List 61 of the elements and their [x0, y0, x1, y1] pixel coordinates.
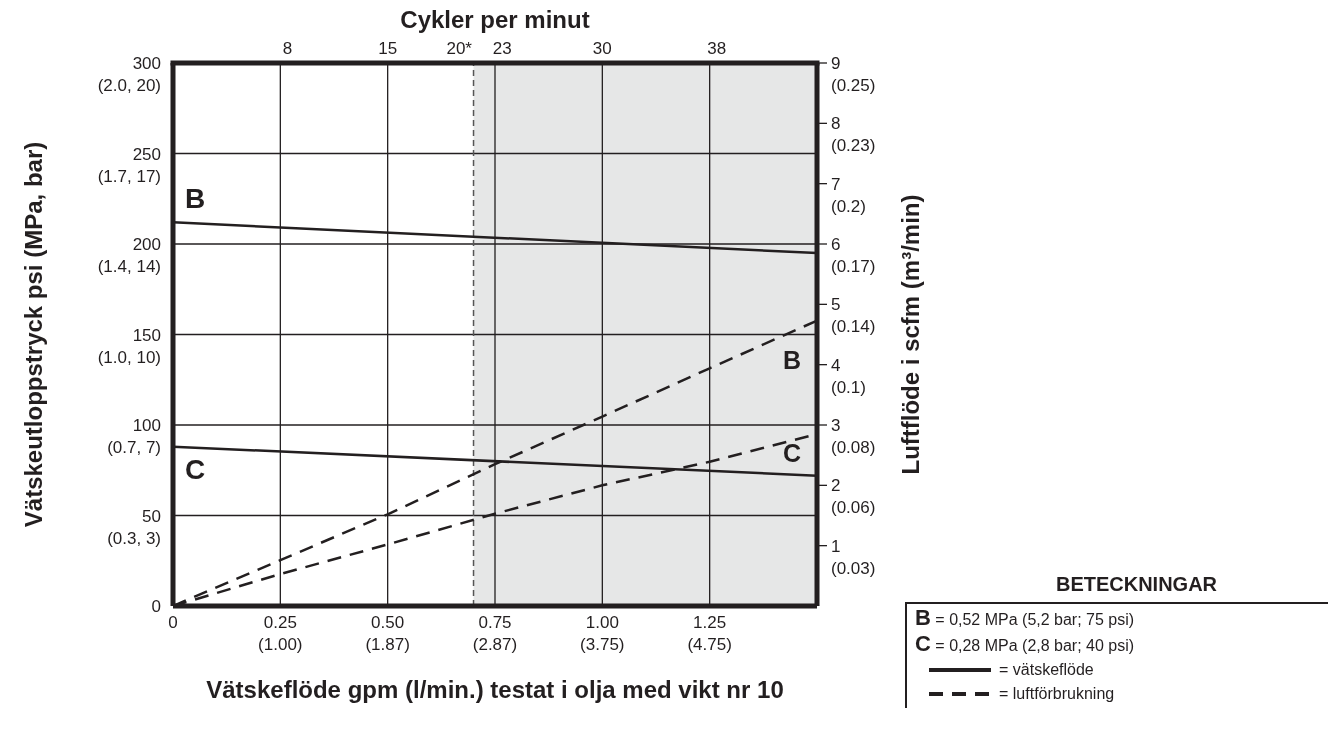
- y-tick-label: 100: [132, 416, 161, 435]
- text: (2.0, 20): [97, 76, 161, 95]
- text: (1.87): [365, 635, 410, 654]
- text: (1.00): [258, 635, 303, 654]
- y2-tick-label: 2: [831, 476, 841, 496]
- x2-tick-label: 20*: [446, 39, 473, 58]
- text: (1.4, 14): [97, 257, 161, 276]
- y2-tick-label: 8: [831, 114, 841, 134]
- text: (0.7, 7): [107, 438, 161, 457]
- y-tick-label: 200: [132, 235, 161, 254]
- x-tick-label: 0.50: [371, 613, 405, 632]
- y2-tick-label: 1: [831, 536, 841, 556]
- x2-tick-label: 15: [378, 39, 398, 58]
- text: (4.75): [687, 635, 732, 654]
- y2-tick-label: 4: [831, 355, 841, 375]
- x-tick-label: 1.25: [693, 613, 727, 632]
- x-tick-label: 0: [168, 613, 178, 632]
- y-tick-label: 0: [151, 597, 161, 616]
- text: (0.1): [831, 377, 866, 397]
- text: (2.87): [472, 635, 518, 654]
- x2-tick-label: 23: [492, 39, 512, 58]
- series-label: C: [185, 453, 206, 485]
- y2-axis-title: Luftflöde i scfm (m³/min): [896, 194, 924, 475]
- series-label: C: [783, 439, 802, 468]
- y-tick-label: 250: [132, 144, 161, 164]
- text: (0.03): [831, 558, 876, 578]
- y2-tick-label: 9: [831, 54, 841, 73]
- x-tick-label: 1.00: [585, 613, 619, 632]
- text: (0.08): [831, 438, 876, 457]
- text: (0.14): [831, 317, 876, 337]
- text: (1.0, 10): [97, 347, 161, 367]
- x2-tick-label: 8: [282, 39, 293, 58]
- text: = vätskeflöde: [999, 660, 1094, 680]
- y-tick-label: 150: [132, 325, 161, 345]
- text: (0.25): [831, 76, 876, 95]
- y-tick-label: 300: [132, 54, 161, 73]
- text: = luftförbrukning: [999, 684, 1115, 704]
- series-label: B: [185, 183, 206, 215]
- x2-tick-label: 38: [707, 39, 727, 58]
- x-tick-label: 0.75: [478, 613, 512, 632]
- text: C = 0,28 MPa (2,8 bar; 40 psi): [915, 631, 1136, 658]
- text: B = 0,52 MPa (5,2 bar; 75 psi): [915, 605, 1136, 632]
- y-tick-label: 50: [142, 506, 161, 526]
- text: (0.06): [831, 498, 876, 518]
- text: (0.2): [831, 196, 866, 216]
- text: (3.75): [580, 635, 625, 654]
- x2-tick-label: 30: [592, 39, 612, 58]
- text: (1.7, 17): [97, 166, 161, 186]
- y2-tick-label: 6: [831, 235, 841, 254]
- y2-tick-label: 7: [831, 174, 841, 194]
- text: (0.17): [831, 257, 876, 276]
- x-axis-title: Vätskeflöde gpm (l/min.) testat i olja med vikt nr 10: [206, 676, 784, 703]
- series-label: B: [783, 345, 802, 374]
- y2-tick-label: 5: [831, 295, 841, 315]
- text: (0.23): [831, 136, 876, 156]
- text: (0.3, 3): [107, 528, 161, 548]
- legend-title: BETECKNINGAR: [1054, 573, 1219, 596]
- x-tick-label: 0.25: [263, 613, 297, 632]
- y-axis-title: Vätskeutloppstryck psi (MPa, bar): [19, 141, 47, 528]
- x2-axis-title: Cykler per minut: [400, 6, 590, 33]
- y2-tick-label: 3: [831, 416, 841, 435]
